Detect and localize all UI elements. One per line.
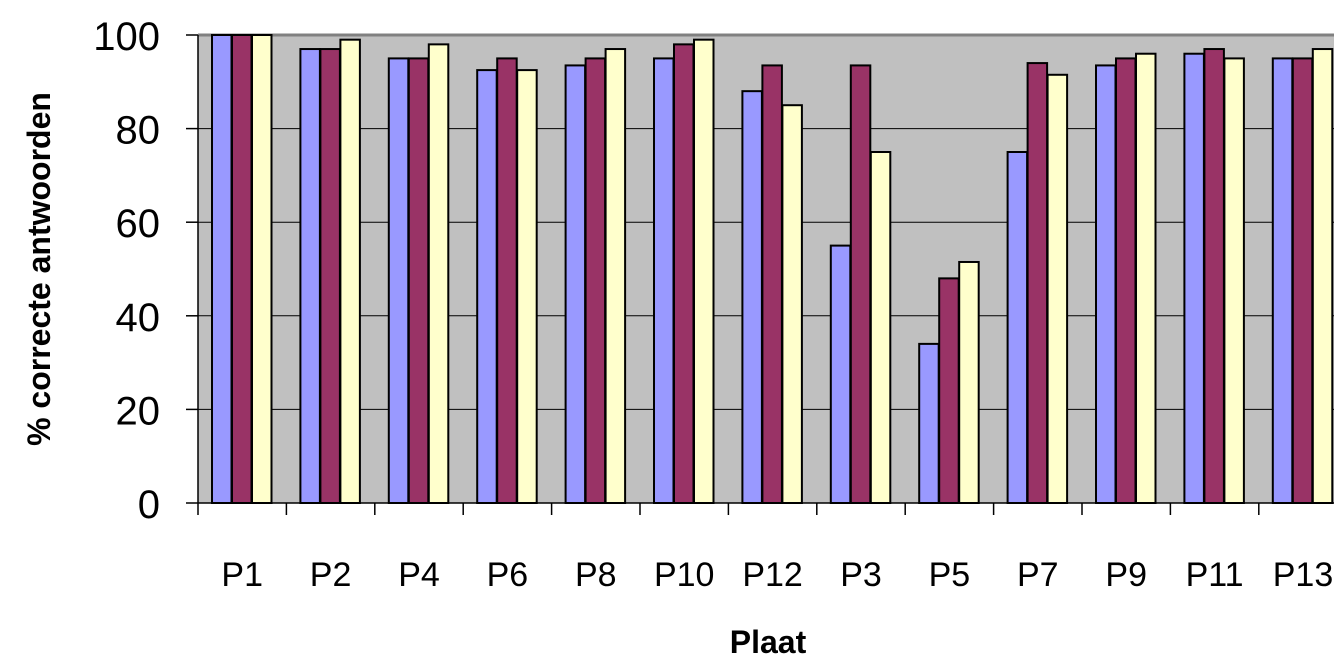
bar: [761, 64, 783, 504]
x-tick-label: P13: [1273, 556, 1334, 594]
bar: [564, 64, 587, 504]
bar: [339, 38, 361, 505]
bar: [1223, 57, 1245, 505]
bar: [211, 34, 233, 504]
bar: [496, 57, 518, 505]
bar: [781, 104, 803, 504]
bar: [1095, 64, 1117, 504]
bar: [584, 57, 607, 505]
x-tick-label: P11: [1186, 556, 1244, 594]
y-tick-label: 60: [116, 202, 161, 246]
bar: [1026, 62, 1049, 505]
bar: [653, 57, 675, 505]
x-tick-label: P10: [654, 556, 715, 594]
x-axis: P1 P2 P4 P6 P8 P10 P12 P3 P5 P7 P9 P11 P13: [197, 502, 1334, 594]
bar: [958, 260, 980, 505]
y-axis-title: % correcte antwoorden: [21, 92, 57, 446]
bar: [1046, 73, 1069, 504]
y-tick-label: 20: [116, 389, 161, 433]
bar: [918, 342, 940, 504]
bar: [1135, 52, 1157, 504]
x-tick-label: P12: [742, 556, 803, 594]
bar: [1271, 57, 1294, 505]
bar: [1183, 52, 1205, 504]
x-tick-label: P4: [398, 556, 440, 594]
bar: [387, 57, 410, 505]
bar: [407, 57, 430, 505]
x-tick-label: P3: [840, 556, 882, 594]
y-tick-label: 40: [116, 296, 161, 340]
bar: [299, 48, 321, 504]
x-tick-label: P8: [575, 556, 617, 594]
bar: [231, 34, 253, 504]
bar: [673, 43, 695, 505]
y-axis: 0 20 40 60 80 100: [93, 15, 199, 527]
x-tick-label: P6: [487, 556, 529, 594]
bar: [869, 151, 892, 504]
x-axis-title: Plaat: [730, 624, 807, 658]
bar: [693, 38, 715, 505]
x-tick-label: P5: [929, 556, 971, 594]
x-tick-label: P9: [1105, 556, 1147, 594]
bar: [849, 64, 872, 504]
bar: [1115, 57, 1137, 505]
x-tick-label: P1: [221, 556, 263, 594]
y-tick-label: 100: [93, 15, 160, 59]
bar: [829, 244, 852, 504]
bar: [427, 43, 450, 505]
x-tick-label: P2: [310, 556, 352, 594]
bar: [938, 277, 960, 504]
y-tick-label: 80: [116, 109, 161, 153]
bar: [604, 48, 627, 504]
bar: [476, 69, 498, 504]
bar: [1203, 48, 1225, 504]
bar: [319, 48, 341, 504]
bar: [1291, 57, 1314, 505]
x-tick-label: P7: [1017, 556, 1059, 594]
bar: [1006, 151, 1029, 504]
bar: [516, 69, 538, 504]
bar: [741, 90, 763, 504]
bar: [1311, 48, 1334, 504]
y-tick-label: 0: [138, 483, 160, 527]
bar: [251, 34, 273, 504]
